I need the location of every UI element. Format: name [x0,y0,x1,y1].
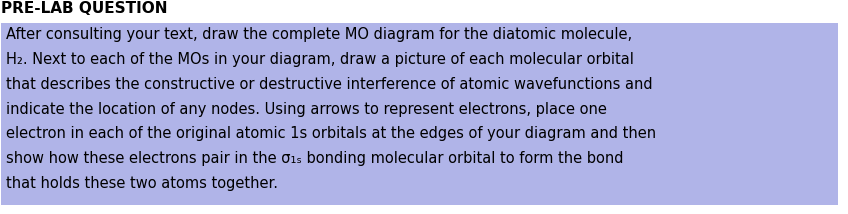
Text: After consulting your text, draw the complete MO diagram for the diatomic molecu: After consulting your text, draw the com… [6,27,632,42]
Text: H₂. Next to each of the MOs in your diagram, draw a picture of each molecular or: H₂. Next to each of the MOs in your diag… [6,52,633,67]
Text: electron in each of the original atomic 1s orbitals at the edges of your diagram: electron in each of the original atomic … [6,126,656,141]
Text: that holds these two atoms together.: that holds these two atoms together. [6,176,277,191]
Text: indicate the location of any nodes. Using arrows to represent electrons, place o: indicate the location of any nodes. Usin… [6,101,606,116]
FancyBboxPatch shape [2,22,838,205]
Text: show how these electrons pair in the σ₁ₛ bonding molecular orbital to form the b: show how these electrons pair in the σ₁ₛ… [6,151,623,166]
Text: PRE-LAB QUESTION: PRE-LAB QUESTION [2,1,168,16]
Text: that describes the constructive or destructive interference of atomic wavefuncti: that describes the constructive or destr… [6,77,652,92]
